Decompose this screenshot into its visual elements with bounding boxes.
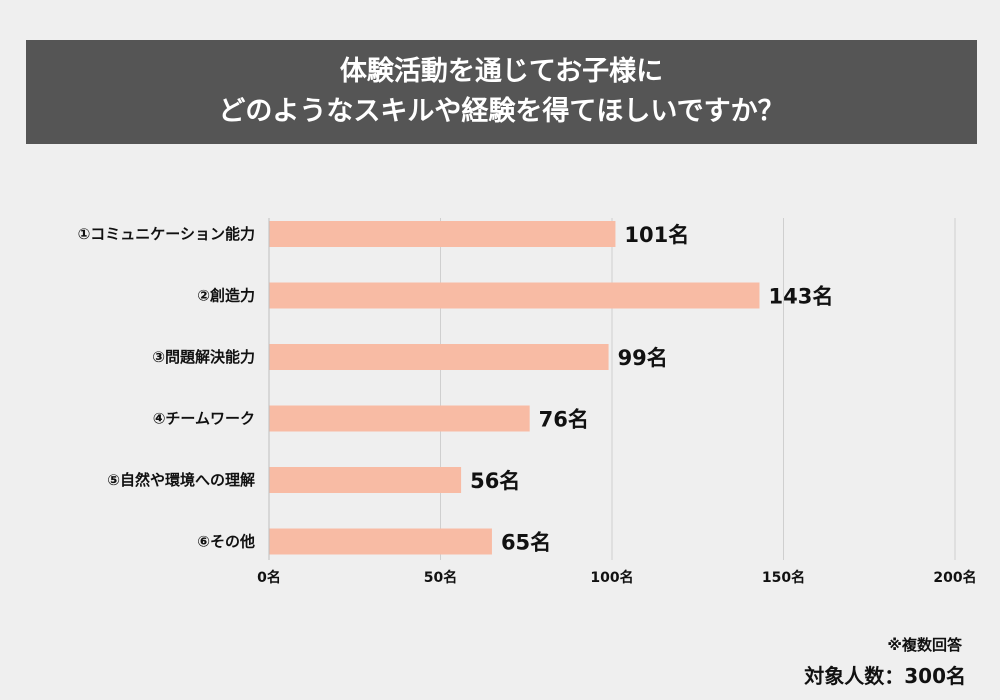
bar [269, 467, 462, 493]
value-label: 99名 [618, 346, 668, 370]
chart-title-banner: 体験活動を通じてお子様に どのようなスキルや経験を得てほしいですか？ [26, 40, 977, 144]
x-tick-label: 50名 [424, 569, 457, 586]
value-label: 56名 [470, 469, 520, 493]
value-label: 76名 [539, 408, 589, 432]
multiple-answer-note: ※複数回答 [887, 636, 962, 654]
value-label: 143名 [768, 285, 833, 309]
bar [269, 221, 616, 247]
x-tick-label: 0名 [257, 569, 281, 586]
category-label: ⑥その他 [197, 533, 255, 551]
respondent-total: 対象人数：300名 [804, 664, 966, 688]
category-label: ③問題解決能力 [152, 348, 255, 366]
bar [269, 405, 530, 432]
chart-title-line-2: どのようなスキルや経験を得てほしいですか？ [218, 96, 785, 127]
category-label: ⑤自然や環境への理解 [107, 471, 255, 489]
bar [269, 344, 609, 370]
x-tick-label: 100名 [590, 569, 633, 586]
bar [269, 282, 760, 309]
value-label: 65名 [501, 531, 551, 555]
bar [269, 528, 492, 555]
category-label: ①コミュニケーション能力 [78, 225, 255, 243]
chart-title-line-1: 体験活動を通じてお子様に [339, 56, 664, 87]
x-tick-label: 200名 [933, 569, 976, 586]
value-label: 101名 [624, 223, 689, 247]
category-label: ④チームワーク [153, 410, 255, 428]
x-tick-label: 150名 [762, 569, 805, 586]
category-label: ②創造力 [197, 287, 255, 305]
